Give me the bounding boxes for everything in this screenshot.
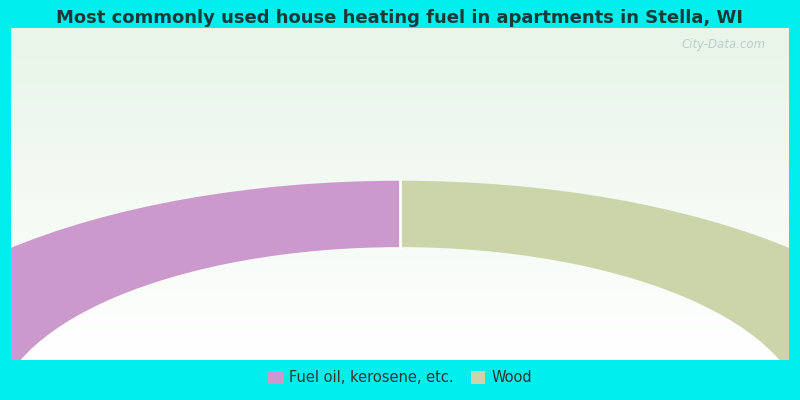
Wedge shape <box>400 181 800 400</box>
Text: Most commonly used house heating fuel in apartments in Stella, WI: Most commonly used house heating fuel in… <box>57 9 743 27</box>
Wedge shape <box>0 181 400 400</box>
Legend: Fuel oil, kerosene, etc., Wood: Fuel oil, kerosene, etc., Wood <box>262 365 538 391</box>
Text: City-Data.com: City-Data.com <box>682 38 766 51</box>
